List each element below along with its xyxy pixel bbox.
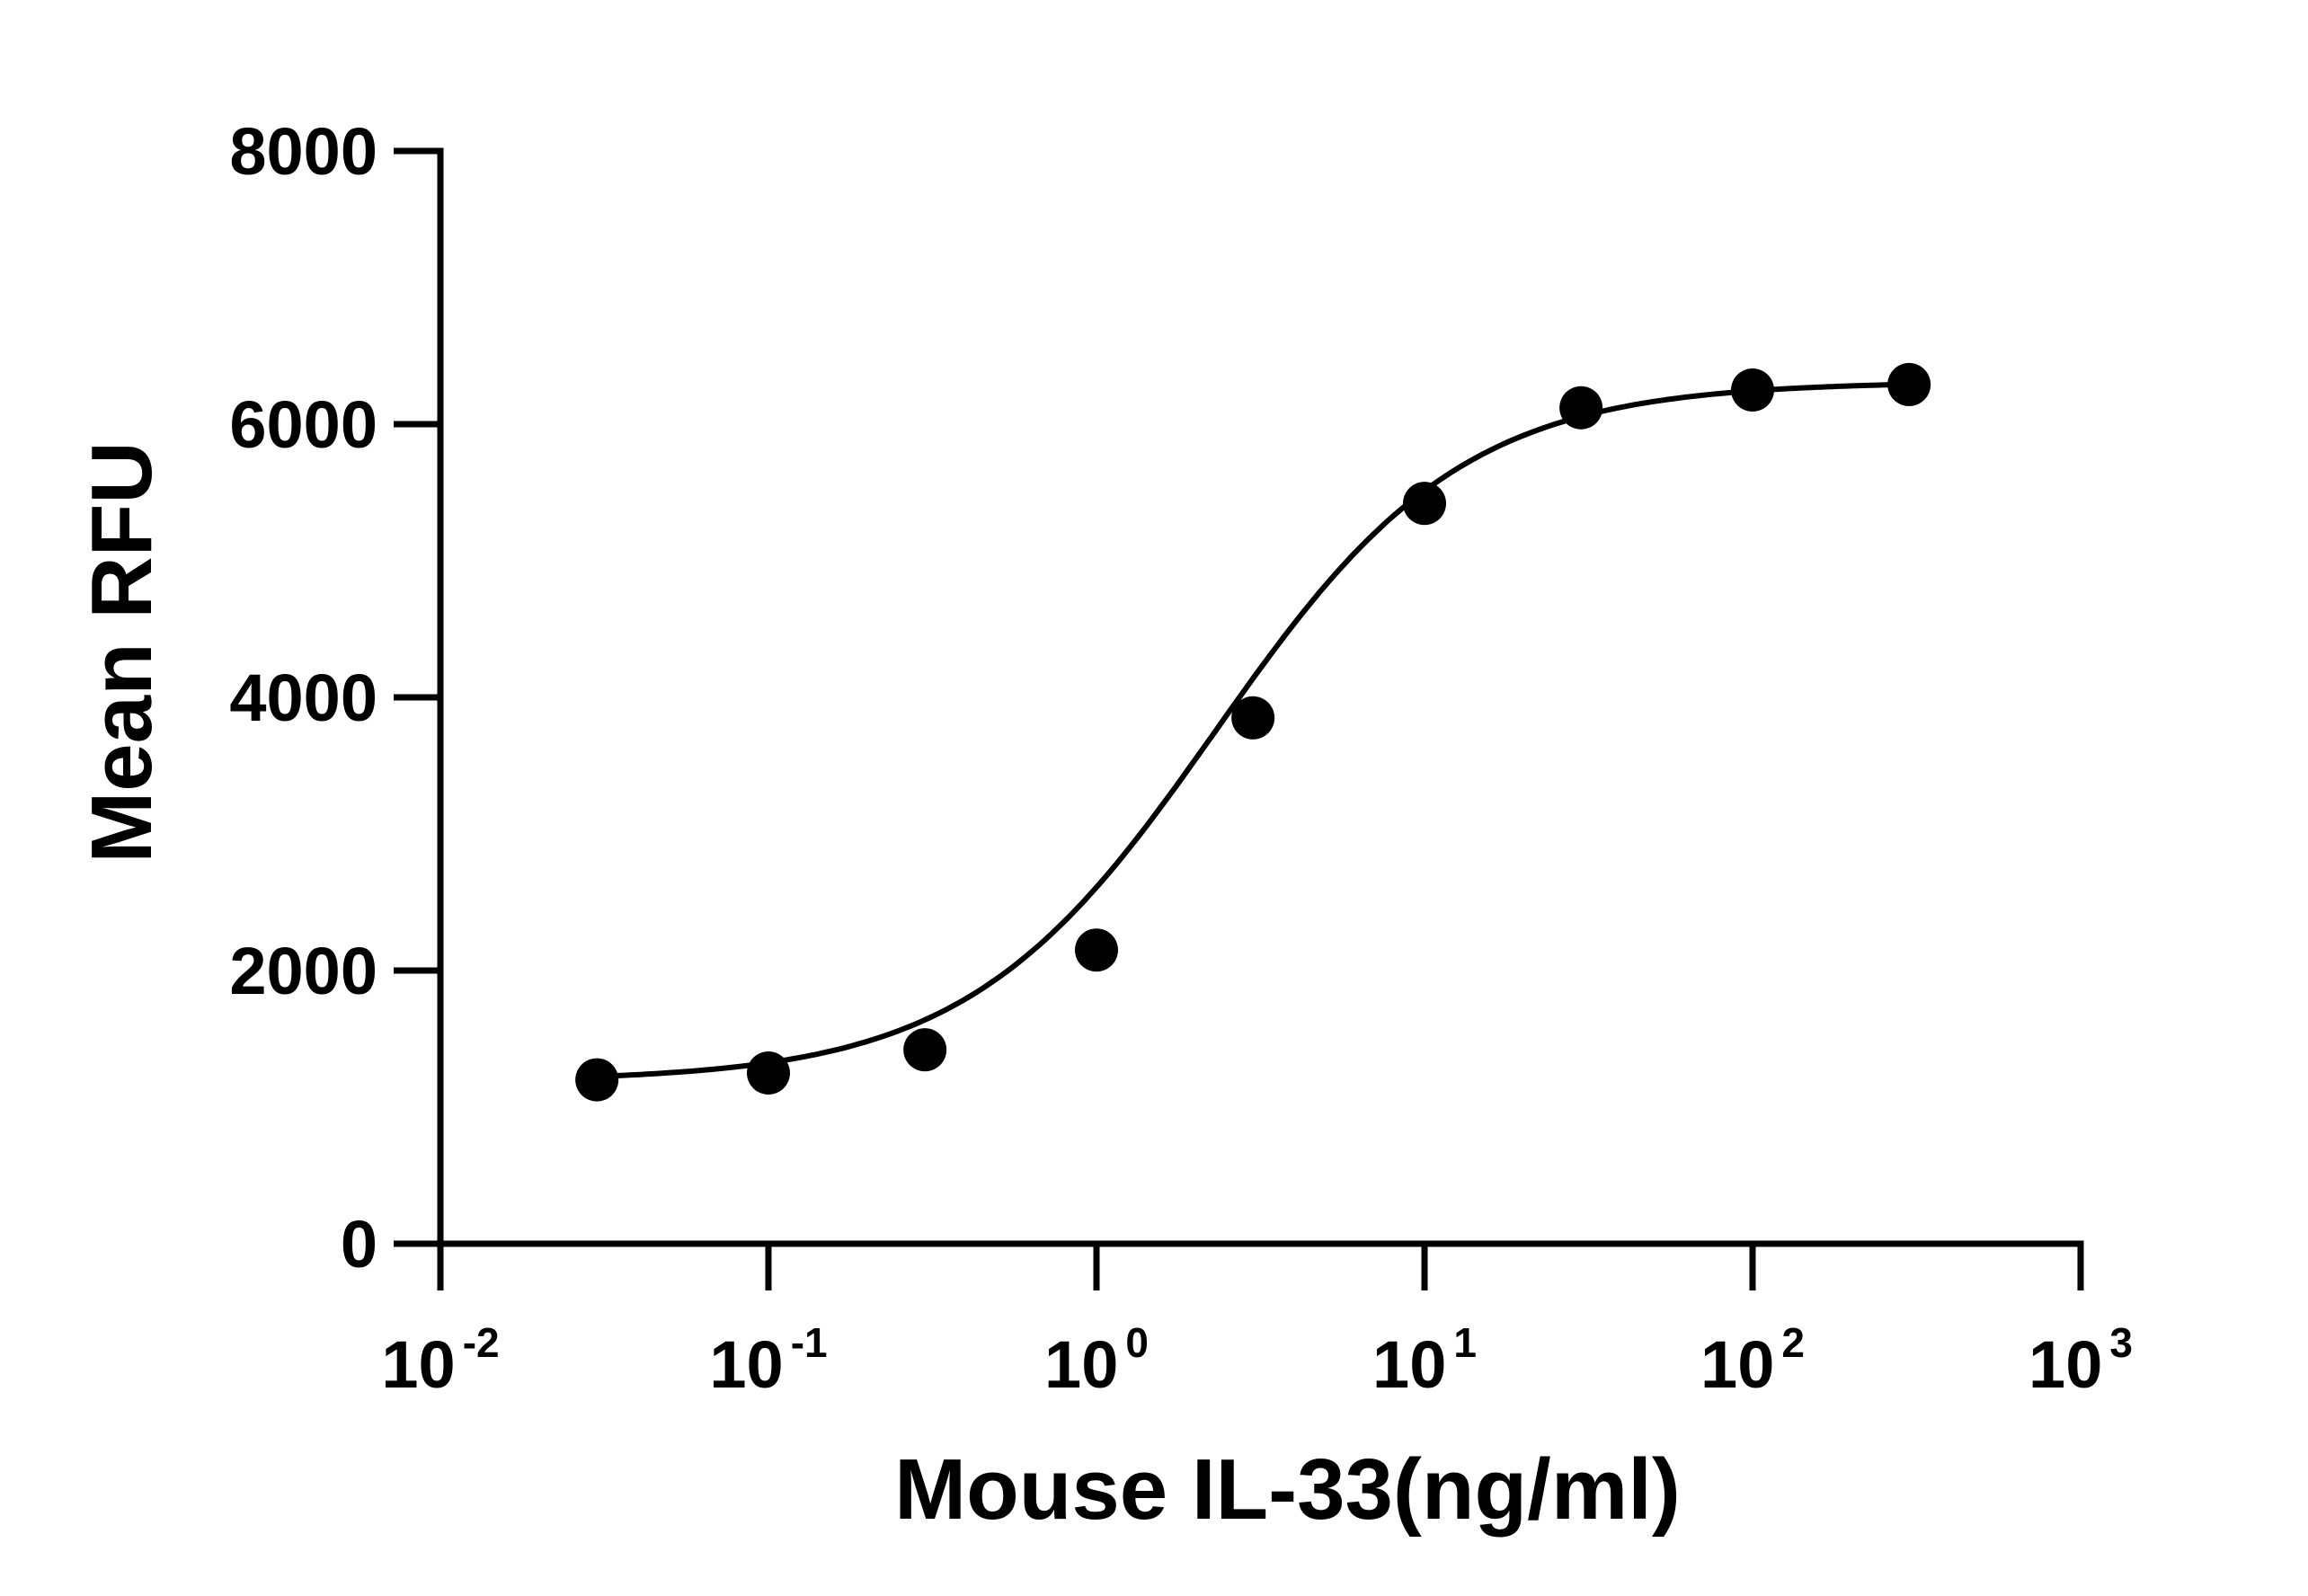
data-point	[1231, 696, 1275, 740]
x-tick-label: 10 1	[1372, 1319, 1477, 1402]
x-tick-label: 10 0	[1044, 1319, 1149, 1402]
y-tick-label: 0	[341, 1207, 377, 1281]
data-point	[1403, 482, 1446, 526]
data-point	[903, 1028, 947, 1072]
data-point	[1559, 386, 1603, 430]
data-points	[575, 362, 1931, 1102]
x-tick-label: 10 2	[1700, 1319, 1805, 1402]
x-tick-label: 10 3	[2028, 1319, 2133, 1402]
x-tick-label: 10 -2	[381, 1319, 499, 1402]
data-point	[1887, 362, 1931, 406]
y-tick-label: 4000	[229, 661, 377, 735]
y-tick-label: 2000	[229, 934, 377, 1008]
x-axis-title: Mouse IL-33(ng/ml)	[894, 1441, 1681, 1538]
x-axis-ticks: 10 -2 10 -1 10 0 10 1 10 2 10 3	[381, 1244, 2133, 1402]
y-tick-label: 8000	[229, 114, 377, 189]
data-point	[1075, 928, 1118, 972]
y-axis-title: Mean RFU	[74, 441, 170, 863]
data-point	[575, 1058, 619, 1102]
data-point	[747, 1051, 790, 1095]
x-tick-label: 10 -1	[709, 1319, 827, 1402]
axes	[437, 147, 2084, 1247]
data-point	[1731, 368, 1774, 412]
fit-curve	[596, 381, 1910, 1079]
y-tick-label: 6000	[229, 387, 377, 462]
y-axis-ticks: 0 2000 4000 6000 8000	[229, 114, 440, 1281]
